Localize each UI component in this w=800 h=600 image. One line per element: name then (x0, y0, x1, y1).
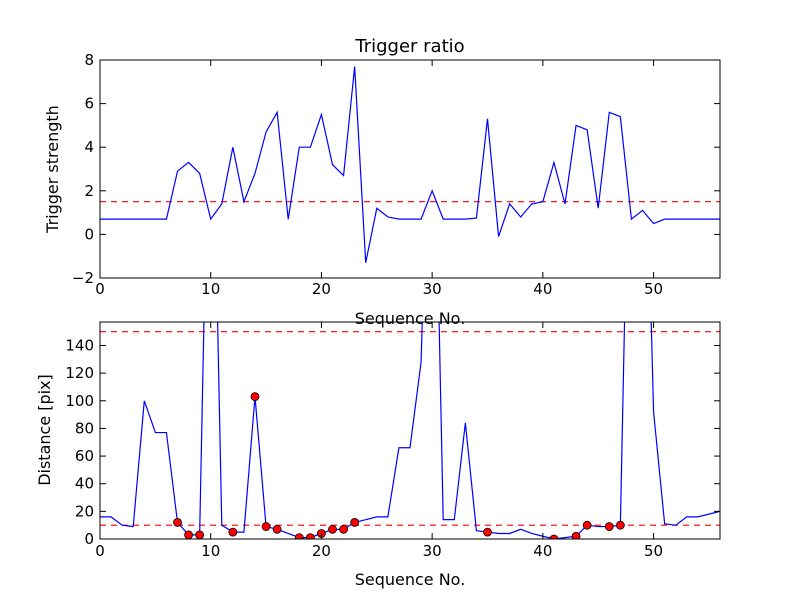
plot-area (100, 322, 720, 539)
data-point-marker (571, 531, 581, 539)
x-tick-label: 10 (201, 280, 220, 298)
data-point-marker (483, 527, 492, 537)
tick-group: 0 10 20 30 40 50 0 20 40 60 80 100 120 140 (65, 322, 720, 560)
series-line (100, 66, 720, 263)
x-axis-label: Sequence No. (355, 570, 466, 589)
x-tick-label: 40 (533, 280, 552, 298)
data-point-marker (582, 520, 592, 530)
data-point-marker (328, 524, 337, 534)
x-tick-label: 50 (644, 280, 663, 298)
y-axis-label: Distance [pix] (35, 374, 54, 486)
x-tick-label: 40 (533, 542, 552, 560)
data-point-marker (173, 518, 182, 527)
x-tick-label: 20 (312, 280, 331, 298)
axes-frame (99, 59, 721, 279)
x-tick-label: 50 (644, 542, 663, 560)
data-point-marker (549, 534, 559, 539)
data-point-marker (195, 530, 205, 539)
y-tick-label: 0 (84, 225, 94, 243)
y-tick-label: −2 (72, 269, 94, 287)
y-tick-label: 60 (75, 447, 94, 465)
x-tick-label: 10 (201, 542, 220, 560)
data-point-marker (261, 522, 271, 531)
y-tick-label: 2 (84, 182, 94, 200)
data-point-marker (604, 522, 614, 531)
data-point-marker (250, 392, 260, 402)
y-tick-label: 20 (75, 502, 94, 520)
y-tick-label: 8 (84, 51, 94, 69)
plot-area (100, 66, 720, 263)
chart-title: Trigger ratio (354, 36, 464, 57)
axes-frame (99, 321, 721, 540)
y-tick-label: 80 (75, 419, 94, 437)
data-point-marker (272, 524, 282, 534)
x-tick-label: 0 (95, 280, 105, 298)
data-point-marker (350, 518, 360, 527)
x-tick-label: 0 (95, 542, 105, 560)
data-point-marker (615, 520, 625, 530)
y-tick-label: 140 (65, 336, 94, 354)
x-tick-label: 30 (423, 542, 442, 560)
y-tick-label: 0 (84, 530, 94, 548)
data-point-marker (228, 527, 238, 537)
y-tick-label: 120 (65, 364, 94, 382)
y-tick-label: 100 (65, 392, 94, 410)
data-point-marker (339, 524, 348, 534)
y-axis-label: Trigger strength (43, 105, 62, 234)
y-tick-label: 6 (84, 95, 94, 113)
data-point-marker (294, 533, 304, 539)
data-point-marker (184, 530, 193, 539)
chart-distance: 0 10 20 30 40 50 0 20 40 60 80 100 120 140 Sequence N… (35, 321, 721, 589)
x-axis-label: Sequence No. (355, 309, 466, 328)
y-tick-label: 40 (75, 475, 94, 493)
x-tick-label: 30 (423, 280, 442, 298)
data-point-marker (305, 533, 315, 539)
x-tick-label: 20 (312, 542, 331, 560)
y-tick-label: 4 (84, 138, 94, 156)
